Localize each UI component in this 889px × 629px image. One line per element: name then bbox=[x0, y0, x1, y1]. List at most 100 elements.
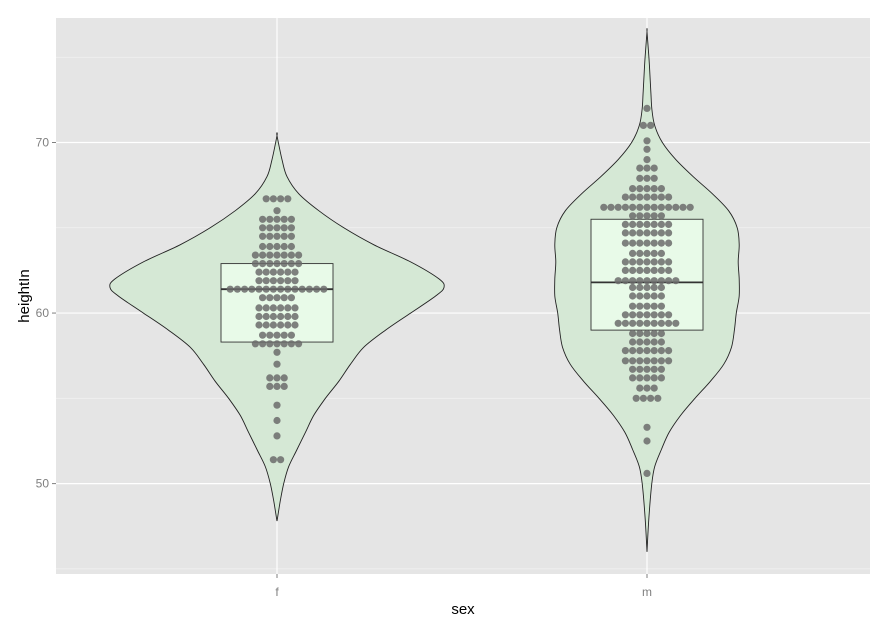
dot-m bbox=[657, 249, 666, 257]
x-tick-label: m bbox=[642, 585, 652, 599]
dot-m bbox=[657, 374, 666, 382]
dot-f bbox=[273, 260, 281, 268]
dot-m bbox=[665, 266, 673, 274]
dot-m bbox=[636, 283, 644, 292]
dot-f bbox=[280, 374, 288, 382]
dot-m bbox=[636, 347, 644, 355]
dot-f bbox=[259, 224, 267, 232]
dot-m bbox=[665, 258, 673, 266]
dot-f bbox=[291, 304, 299, 312]
dot-m bbox=[643, 311, 651, 319]
dot-m bbox=[629, 258, 637, 266]
dot-f bbox=[255, 312, 263, 321]
dot-m bbox=[643, 469, 651, 477]
dot-m bbox=[621, 258, 630, 266]
dot-f bbox=[280, 294, 288, 302]
dot-m bbox=[629, 283, 637, 292]
dot-m bbox=[650, 292, 658, 300]
dot-m bbox=[636, 329, 644, 338]
dot-m bbox=[629, 302, 637, 310]
dot-m bbox=[636, 174, 644, 182]
dot-f bbox=[262, 277, 270, 285]
dot-m bbox=[650, 384, 658, 392]
dot-m bbox=[657, 220, 666, 228]
dot-f bbox=[266, 260, 274, 268]
dot-f bbox=[248, 285, 256, 293]
dot-f bbox=[262, 268, 270, 276]
dot-f bbox=[266, 242, 274, 251]
dot-m bbox=[665, 203, 673, 211]
dot-m bbox=[643, 384, 651, 392]
dot-m bbox=[636, 302, 644, 310]
dot-m bbox=[657, 203, 666, 211]
dot-f bbox=[320, 285, 328, 293]
dot-m bbox=[643, 174, 651, 182]
dot-m bbox=[636, 193, 644, 201]
dot-m bbox=[629, 365, 637, 373]
dot-f bbox=[273, 207, 281, 215]
dot-m bbox=[643, 423, 651, 431]
dot-m bbox=[643, 164, 651, 172]
dot-m bbox=[643, 229, 651, 237]
dot-f bbox=[273, 401, 281, 409]
dot-m bbox=[614, 277, 622, 285]
dot-m bbox=[636, 277, 644, 285]
dot-m bbox=[657, 292, 666, 300]
dot-f bbox=[280, 331, 288, 339]
dot-f bbox=[262, 312, 270, 321]
dot-m bbox=[657, 193, 666, 201]
dot-f bbox=[266, 215, 274, 223]
dot-m bbox=[657, 319, 666, 327]
dot-m bbox=[636, 384, 644, 392]
dotplots bbox=[226, 104, 694, 477]
dot-m bbox=[650, 185, 658, 193]
dot-f bbox=[273, 242, 281, 251]
dot-m bbox=[643, 258, 651, 266]
dot-m bbox=[636, 357, 644, 365]
dot-f bbox=[277, 312, 285, 321]
dot-m bbox=[643, 374, 651, 382]
dot-m bbox=[657, 302, 666, 310]
dot-m bbox=[650, 302, 658, 310]
dot-m bbox=[636, 338, 644, 346]
dot-m bbox=[629, 277, 637, 285]
dot-f bbox=[273, 382, 281, 390]
dot-f bbox=[259, 294, 267, 302]
dot-m bbox=[650, 220, 658, 228]
dot-f bbox=[269, 304, 277, 312]
dot-f bbox=[273, 416, 281, 425]
dot-m bbox=[643, 137, 651, 145]
dot-m bbox=[636, 164, 644, 172]
dot-f bbox=[241, 285, 249, 293]
axes: 50 60 70 f m bbox=[36, 136, 652, 599]
dot-f bbox=[266, 224, 274, 232]
dot-f bbox=[305, 285, 313, 293]
dot-m bbox=[665, 239, 673, 247]
dot-m bbox=[636, 212, 644, 220]
dot-f bbox=[266, 331, 274, 339]
y-tick-label: 60 bbox=[36, 306, 50, 320]
dot-m bbox=[650, 311, 658, 319]
y-tick-label: 50 bbox=[36, 477, 50, 491]
dot-m bbox=[654, 394, 662, 402]
dot-m bbox=[643, 156, 651, 164]
dot-f bbox=[280, 224, 288, 232]
dot-f bbox=[262, 195, 270, 203]
dot-m bbox=[657, 266, 666, 274]
dot-m bbox=[636, 292, 644, 300]
dot-m bbox=[650, 249, 658, 257]
dot-f bbox=[251, 251, 259, 259]
dot-m bbox=[629, 220, 637, 228]
dot-m bbox=[657, 229, 666, 237]
dot-f bbox=[277, 285, 285, 293]
dot-m bbox=[650, 338, 658, 346]
dot-f bbox=[269, 268, 277, 276]
dot-m bbox=[665, 347, 673, 355]
dot-f bbox=[291, 312, 299, 321]
dot-m bbox=[636, 365, 644, 373]
dot-m bbox=[650, 329, 658, 338]
dot-m bbox=[650, 266, 658, 274]
dot-f bbox=[313, 285, 321, 293]
dot-f bbox=[287, 242, 295, 251]
